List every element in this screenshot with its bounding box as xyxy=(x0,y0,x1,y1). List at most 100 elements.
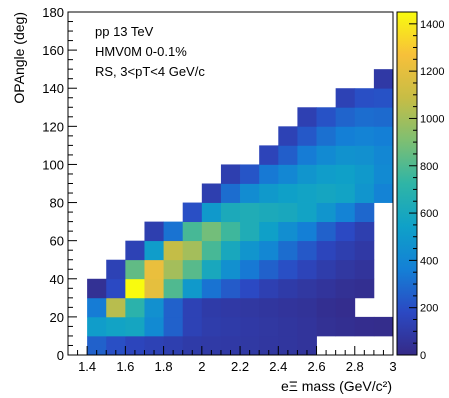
heatmap-cell xyxy=(182,202,203,223)
heatmap-cell xyxy=(297,297,317,318)
heatmap-cell xyxy=(201,221,222,242)
heatmap-cell xyxy=(297,335,317,356)
heatmap-cell xyxy=(316,259,337,280)
heatmap-cell xyxy=(240,259,260,280)
heatmap-cell xyxy=(354,202,375,223)
x-tick-label: 2.4 xyxy=(269,359,287,374)
heatmap-cell xyxy=(144,278,164,299)
heatmap-cell xyxy=(354,88,375,108)
x-tick-label: 2.6 xyxy=(307,359,325,374)
heatmap-cell xyxy=(335,164,356,184)
heatmap-cell xyxy=(163,221,184,242)
heatmap-cell xyxy=(335,297,356,318)
heatmap-cell xyxy=(220,221,241,242)
heatmap-cell xyxy=(373,88,394,108)
annotation-line-3: RS, 3<pT<4 GeV/c xyxy=(95,64,205,79)
heatmap-cell xyxy=(87,278,107,299)
heatmap-cell xyxy=(316,202,337,223)
heatmap-cell xyxy=(335,145,356,165)
heatmap-cell xyxy=(163,316,184,337)
annotation-line-1: pp 13 TeV xyxy=(95,24,154,39)
heatmap-cell xyxy=(182,221,203,242)
heatmap-cell xyxy=(240,316,260,337)
heatmap-cell xyxy=(373,316,394,337)
heatmap-cell xyxy=(201,316,222,337)
heatmap-cell xyxy=(163,278,184,299)
heatmap-cell xyxy=(125,240,145,261)
heatmap-cell xyxy=(144,316,164,337)
x-tick-label: 2 xyxy=(198,359,205,374)
x-tick-label: 3 xyxy=(389,359,396,374)
heatmap-cell xyxy=(316,183,337,203)
heatmap-cell xyxy=(335,240,356,261)
heatmap-cell xyxy=(335,202,356,223)
heatmap-cell xyxy=(373,164,394,184)
heatmap-cell xyxy=(201,240,222,261)
heatmap-cell xyxy=(163,259,184,280)
heatmap-cell xyxy=(278,126,298,146)
y-tick-label: 140 xyxy=(42,81,64,96)
heatmap-cell xyxy=(278,164,298,184)
heatmap-cell xyxy=(220,164,241,184)
heatmap-cell xyxy=(373,145,394,165)
heatmap-cell xyxy=(163,240,184,261)
heatmap-cell xyxy=(316,107,337,127)
heatmap-cell xyxy=(278,240,298,261)
colorbar-ticks: 0 200 400 600 800 1000 1200 1400 xyxy=(409,11,444,362)
heatmap-cell xyxy=(106,316,126,337)
heatmap-cell xyxy=(125,335,145,356)
heatmap-cell xyxy=(240,240,260,261)
colorbar-tick-label: 1000 xyxy=(420,113,444,125)
y-axis-title: OPAngle (deg) xyxy=(11,12,27,104)
y-tick-label: 20 xyxy=(50,310,64,325)
heatmap-cell xyxy=(106,335,126,356)
heatmap-cell xyxy=(316,145,337,165)
heatmap-cell xyxy=(125,297,145,318)
y-tick-label: 60 xyxy=(50,234,64,249)
heatmap-cell xyxy=(278,145,298,165)
heatmap-cell xyxy=(259,164,279,184)
heatmap-cell xyxy=(144,335,164,356)
heatmap-cell xyxy=(354,278,375,299)
heatmap-cell xyxy=(240,164,260,184)
heatmap-cell xyxy=(316,278,337,299)
heatmap-cell xyxy=(354,164,375,184)
heatmap-cell xyxy=(144,240,164,261)
colorbar-tick-label: 1200 xyxy=(420,66,444,78)
heatmap-cell xyxy=(240,297,260,318)
heatmap-cell xyxy=(125,278,145,299)
heatmap-cell xyxy=(163,297,184,318)
heatmap-cell xyxy=(335,316,356,337)
heatmap-cell xyxy=(106,259,126,280)
heatmap-cell xyxy=(182,297,203,318)
heatmap-cell xyxy=(220,202,241,223)
heatmap-cell xyxy=(87,316,107,337)
heatmap-cell xyxy=(220,335,241,356)
heatmap-cell xyxy=(354,221,375,242)
heatmap-cell xyxy=(297,126,317,146)
heatmap-cell xyxy=(144,297,164,318)
y-tick-label: 120 xyxy=(42,119,64,134)
heatmap-cell xyxy=(316,126,337,146)
heatmap-cell xyxy=(278,278,298,299)
heatmap-cell xyxy=(259,221,279,242)
x-tick-label: 1.4 xyxy=(78,359,96,374)
axis-tick-labels: 1.4 1.6 1.8 2 2.2 2.4 2.6 2.8 3 0 20 40 60 80 100 120 14… xyxy=(42,5,396,374)
heatmap-cell xyxy=(87,335,107,356)
heatmap-cell xyxy=(278,202,298,223)
heatmap-cell xyxy=(354,259,375,280)
heatmap-cell xyxy=(316,297,337,318)
heatmap-cell xyxy=(259,145,279,165)
heatmap-cell xyxy=(259,240,279,261)
heatmap-cell xyxy=(278,221,298,242)
heatmap-cell xyxy=(259,335,279,356)
heatmap-cell xyxy=(220,183,241,203)
heatmap-cell xyxy=(259,259,279,280)
annotation-line-2: HMV0M 0-0.1% xyxy=(95,44,187,59)
x-tick-label: 1.8 xyxy=(155,359,173,374)
heatmap-cell xyxy=(335,126,356,146)
heatmap-cell xyxy=(297,183,317,203)
heatmap-cell xyxy=(259,297,279,318)
heatmap-cell xyxy=(240,183,260,203)
